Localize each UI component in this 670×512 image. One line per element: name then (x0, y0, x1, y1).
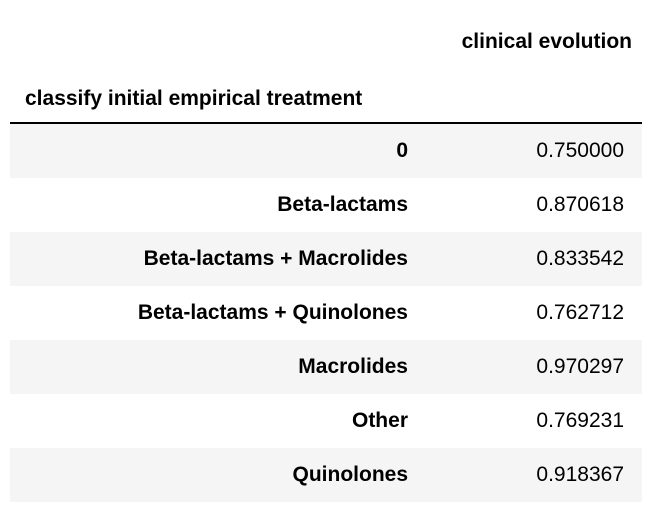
table-row: Quinolones 0.918367 (10, 448, 642, 502)
row-value: 0.870618 (536, 193, 624, 216)
index-header-row: classify initial empirical treatment (10, 70, 642, 122)
table-row: Beta-lactams 0.870618 (10, 178, 642, 232)
table-body: 0 0.750000 Beta-lactams 0.870618 Beta-la… (10, 124, 642, 502)
row-value: 0.762712 (536, 301, 624, 324)
index-header-treatment: classify initial empirical treatment (25, 87, 363, 110)
row-value: 0.769231 (536, 409, 624, 432)
row-label: Other (351, 409, 408, 432)
row-value: 0.750000 (536, 139, 624, 162)
row-value: 0.833542 (536, 247, 624, 270)
header-divider (10, 122, 642, 124)
table-row: Beta-lactams + Quinolones 0.762712 (10, 286, 642, 340)
row-label: Beta-lactams (277, 193, 408, 216)
column-header-clinical-evolution: clinical evolution (461, 30, 632, 53)
table-row: Beta-lactams + Macrolides 0.833542 (10, 232, 642, 286)
column-header-row: clinical evolution (10, 18, 642, 70)
row-label: Beta-lactams + Quinolones (137, 301, 408, 324)
row-label: Macrolides (298, 355, 408, 378)
row-label: Quinolones (292, 463, 409, 486)
row-value: 0.918367 (536, 463, 624, 486)
table-row: 0 0.750000 (10, 124, 642, 178)
row-label: Beta-lactams + Macrolides (143, 247, 408, 270)
table-row: Macrolides 0.970297 (10, 340, 642, 394)
table-row: Other 0.769231 (10, 394, 642, 448)
row-value: 0.970297 (536, 355, 624, 378)
row-label: 0 (396, 139, 408, 162)
data-table: clinical evolution classify initial empi… (10, 18, 642, 502)
